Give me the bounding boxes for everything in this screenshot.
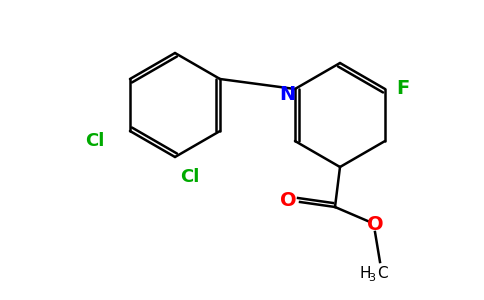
Text: 3: 3 bbox=[368, 273, 376, 283]
Text: F: F bbox=[396, 80, 409, 98]
Text: O: O bbox=[280, 190, 296, 209]
Text: C: C bbox=[377, 266, 387, 281]
Text: H: H bbox=[359, 266, 371, 281]
Text: Cl: Cl bbox=[86, 132, 105, 150]
Text: Cl: Cl bbox=[180, 168, 199, 186]
Text: N: N bbox=[279, 85, 295, 104]
Text: O: O bbox=[367, 214, 383, 233]
